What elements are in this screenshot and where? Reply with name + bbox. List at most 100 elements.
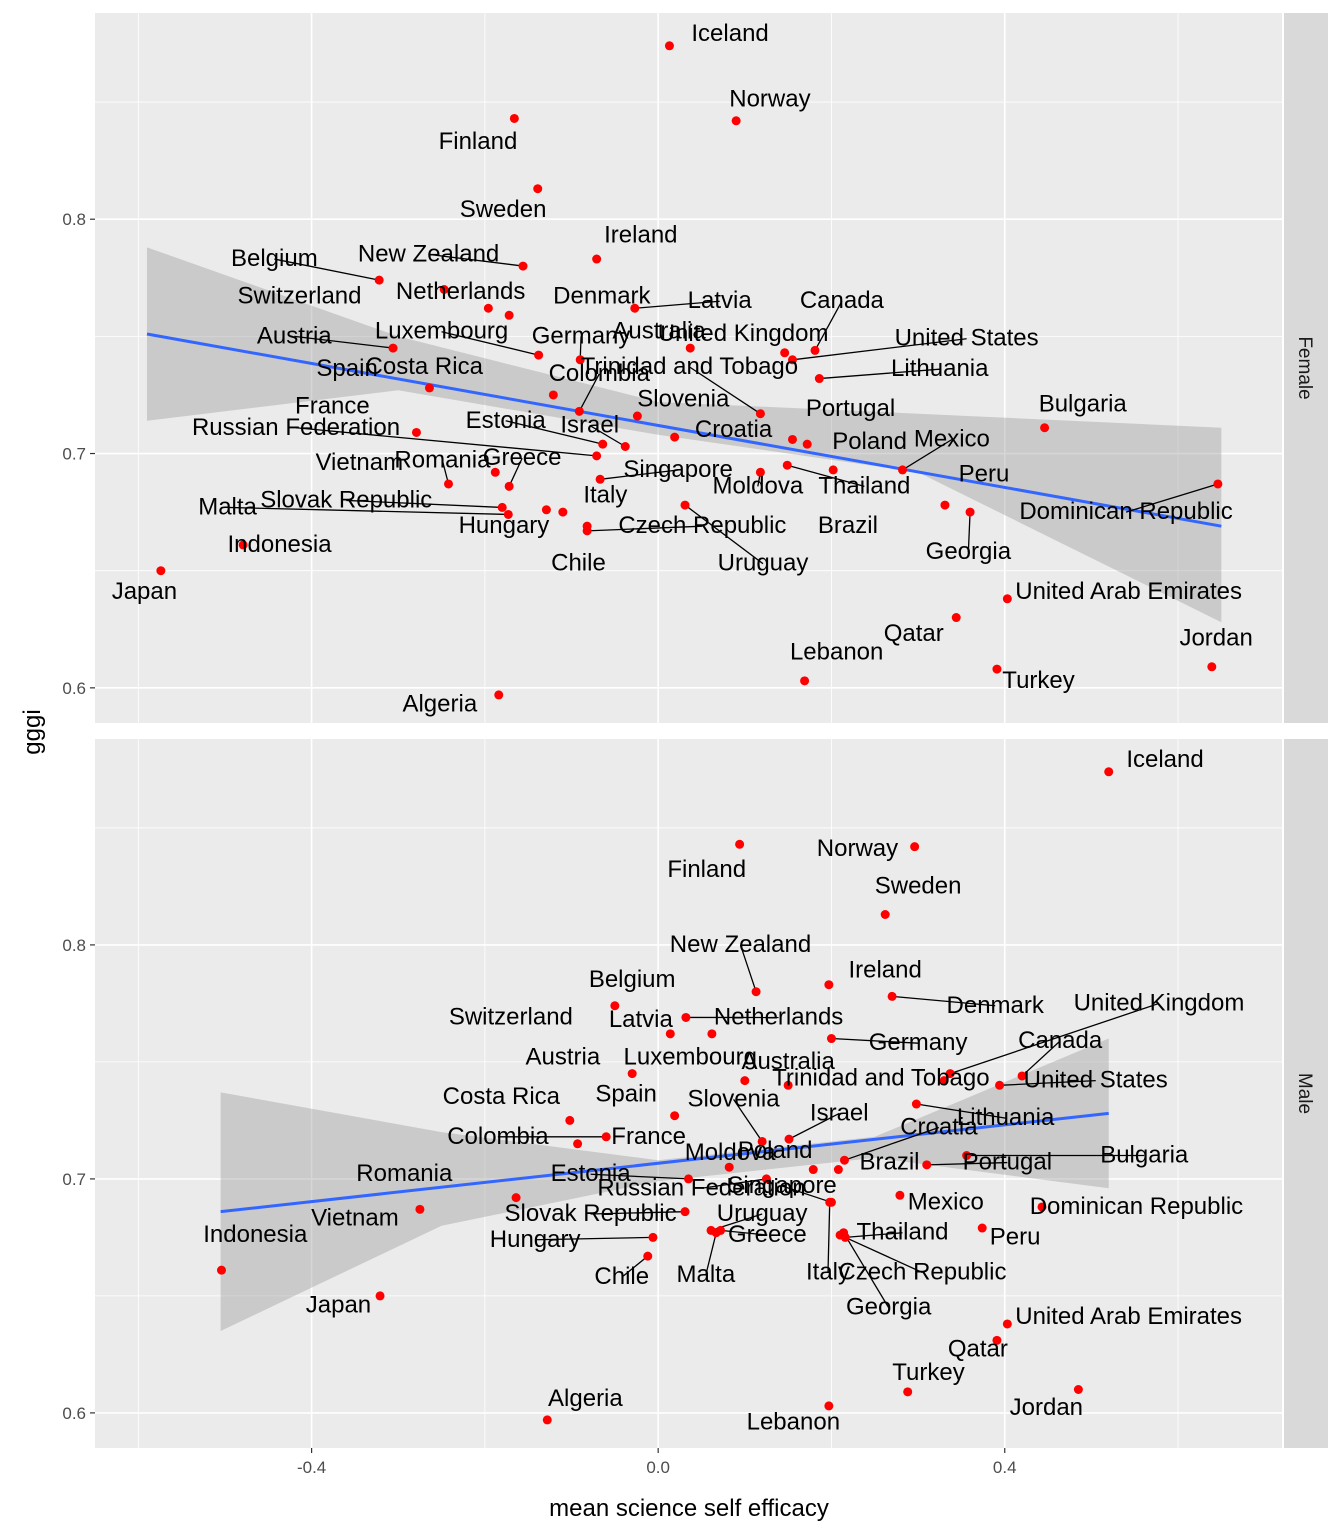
data-point bbox=[541, 505, 551, 515]
data-label: Moldova bbox=[712, 472, 803, 499]
label-connector bbox=[587, 525, 703, 532]
data-label: Austria bbox=[257, 322, 332, 349]
data-point bbox=[965, 507, 975, 517]
data-point bbox=[542, 1415, 552, 1425]
label-connector bbox=[781, 1185, 832, 1203]
data-point bbox=[910, 842, 920, 852]
data-point bbox=[740, 1076, 750, 1086]
data-label: Peru bbox=[990, 1223, 1041, 1250]
data-label: Netherlands bbox=[396, 278, 525, 305]
label-connector bbox=[295, 427, 597, 457]
data-label: Hungary bbox=[490, 1226, 581, 1253]
x-tick-label: 0.4 bbox=[993, 1458, 1017, 1477]
data-label: Colombia bbox=[447, 1123, 549, 1150]
data-point bbox=[518, 261, 528, 271]
data-point bbox=[784, 1134, 794, 1144]
data-point bbox=[833, 1165, 843, 1175]
data-point bbox=[444, 479, 454, 489]
data-label: Estonia bbox=[551, 1160, 632, 1187]
data-label: Germany bbox=[869, 1029, 968, 1056]
data-label: Luxembourg bbox=[375, 318, 508, 345]
facet-strip bbox=[1284, 739, 1328, 1448]
data-point bbox=[825, 1197, 835, 1207]
label-connector bbox=[294, 335, 394, 349]
data-point bbox=[939, 1076, 949, 1086]
data-label: Austria bbox=[526, 1043, 601, 1070]
data-point bbox=[511, 1193, 521, 1203]
data-point bbox=[575, 355, 585, 365]
data-label: Spain bbox=[595, 1081, 656, 1108]
data-point bbox=[880, 909, 890, 919]
data-point bbox=[374, 275, 384, 285]
data-label: Spain bbox=[316, 355, 377, 382]
regression-line bbox=[146, 332, 1222, 528]
data-point bbox=[582, 521, 592, 531]
data-label: Denmark bbox=[947, 992, 1045, 1019]
data-label: Czech Republic bbox=[618, 512, 786, 539]
data-point bbox=[504, 481, 514, 491]
label-connector bbox=[967, 512, 971, 553]
data-label: Lithuania bbox=[957, 1104, 1055, 1131]
data-point bbox=[216, 1265, 226, 1275]
data-label: Ireland bbox=[604, 222, 677, 249]
data-label: Turkey bbox=[892, 1359, 964, 1386]
data-label: Croatia bbox=[695, 416, 773, 443]
data-label: Chile bbox=[594, 1263, 649, 1290]
data-point bbox=[684, 1174, 693, 1184]
data-point bbox=[483, 303, 493, 313]
data-point bbox=[620, 441, 630, 451]
data-label: Latvia bbox=[609, 1006, 674, 1033]
label-connector bbox=[589, 424, 626, 448]
label-connector bbox=[845, 1232, 903, 1239]
data-label: Portugal bbox=[963, 1149, 1052, 1176]
data-label: Qatar bbox=[948, 1336, 1008, 1363]
facet-strip-label: Female bbox=[1294, 336, 1315, 399]
y-tick-label: 0.6 bbox=[62, 679, 86, 698]
data-label: Poland bbox=[832, 428, 907, 455]
y-tick-label: 0.8 bbox=[62, 936, 86, 955]
regression-line bbox=[220, 1111, 1109, 1214]
data-point bbox=[995, 1080, 1005, 1090]
label-connector bbox=[346, 499, 503, 509]
data-label: Costa Rica bbox=[366, 353, 484, 380]
data-label: Uruguay bbox=[718, 550, 809, 577]
data-point bbox=[388, 343, 398, 353]
data-label: Estonia bbox=[466, 407, 547, 434]
data-point bbox=[592, 451, 602, 461]
label-connector bbox=[227, 506, 509, 516]
label-connector bbox=[701, 1178, 767, 1189]
confidence-ribbon bbox=[146, 247, 1222, 623]
data-point bbox=[670, 1111, 680, 1121]
x-axis-title: mean science self efficacy bbox=[549, 1495, 829, 1522]
data-point bbox=[1104, 767, 1114, 777]
data-label: Luxembourg bbox=[624, 1043, 757, 1070]
data-label: Dominican Republic bbox=[1030, 1193, 1243, 1220]
data-label: Romania bbox=[394, 447, 491, 474]
data-label: Peru bbox=[959, 461, 1010, 488]
data-point bbox=[558, 507, 568, 517]
data-point bbox=[802, 439, 812, 449]
data-point bbox=[903, 1387, 913, 1397]
facet-strip bbox=[1284, 13, 1328, 723]
data-label: Iceland bbox=[1126, 746, 1203, 773]
data-label: Hungary bbox=[459, 512, 550, 539]
data-point bbox=[632, 411, 642, 421]
data-point bbox=[411, 427, 421, 437]
label-connector bbox=[508, 457, 523, 487]
data-point bbox=[810, 345, 820, 355]
data-label: Mexico bbox=[914, 425, 990, 452]
data-label: Brazil bbox=[860, 1149, 920, 1176]
data-label: United States bbox=[895, 325, 1039, 352]
data-label: Romania bbox=[356, 1160, 453, 1187]
y-tick-label: 0.7 bbox=[62, 1170, 86, 1189]
data-point bbox=[665, 1029, 675, 1039]
data-label: Singapore bbox=[623, 456, 732, 483]
data-point bbox=[573, 1139, 583, 1149]
data-label: Dominican Republic bbox=[1019, 498, 1232, 525]
label-connector bbox=[578, 373, 600, 412]
data-label: Malta bbox=[198, 493, 257, 520]
data-label: United Arab Emirates bbox=[1015, 578, 1242, 605]
data-point bbox=[814, 374, 824, 384]
data-point bbox=[497, 502, 507, 512]
data-point bbox=[828, 465, 838, 475]
